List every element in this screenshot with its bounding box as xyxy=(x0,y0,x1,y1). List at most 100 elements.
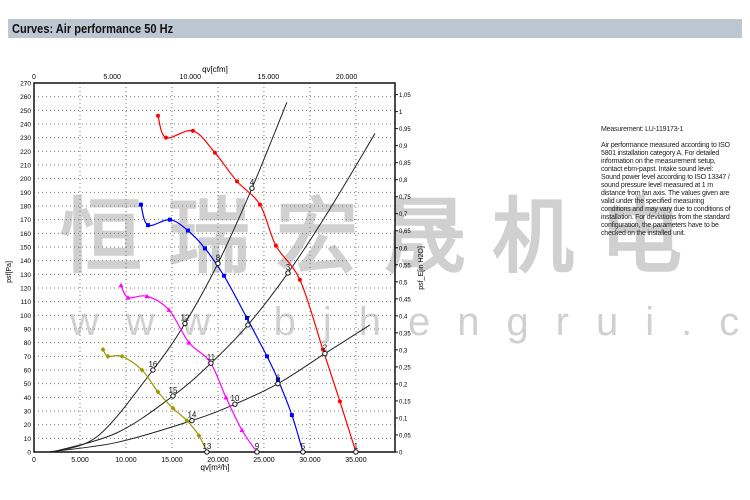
y-tick-label: 60 xyxy=(24,368,32,375)
y-tick-label: 250 xyxy=(20,108,31,115)
y-tick-label: 30 xyxy=(24,409,32,416)
operating-point-label: 13 xyxy=(202,442,211,451)
data-point xyxy=(297,277,302,282)
y2-tick-label: 0 xyxy=(399,451,403,457)
x2-tick-label: 10.000 xyxy=(180,74,202,81)
y2-tick-label: 0,25 xyxy=(399,365,411,371)
plot-frame xyxy=(33,82,396,453)
info-line: 5801 installation category A. For detail… xyxy=(601,150,720,157)
y2-tick-label: 0,65 xyxy=(399,229,411,235)
y2-tick-label: 0,85 xyxy=(399,161,411,167)
data-point xyxy=(257,202,262,207)
x2-tick-label: 0 xyxy=(32,74,36,81)
y-tick-label: 50 xyxy=(24,381,32,388)
y-tick-label: 40 xyxy=(24,395,32,402)
data-point xyxy=(275,377,280,382)
system-curve xyxy=(52,101,288,453)
operating-point xyxy=(322,350,328,357)
axes: 0 5.000 10.000 15.000 20.000 25.000 30.000 35.0… xyxy=(20,74,411,464)
x-axis-label: qv[m³/h] xyxy=(201,463,230,472)
system-curve xyxy=(52,133,376,453)
data-point xyxy=(212,150,217,155)
x-tick-label: 25.000 xyxy=(253,457,275,464)
info-line: installation. For deviations from the st… xyxy=(601,214,730,221)
y2-tick-label: 0,7 xyxy=(399,212,408,218)
measurement-id: Measurement: LU-119173-1 xyxy=(601,126,684,133)
data-point xyxy=(289,413,294,418)
y2-tick-label: 0,1 xyxy=(399,416,408,422)
operating-point-label: 7 xyxy=(246,315,251,324)
data-point xyxy=(105,353,111,359)
data-point xyxy=(221,273,226,278)
y2-tick-label: 0,35 xyxy=(399,331,411,337)
y-tick-label: 140 xyxy=(20,258,31,265)
info-line: Air performance measured according to IS… xyxy=(601,142,730,149)
y-tick-label: 260 xyxy=(20,94,31,101)
x-tick-label: 0 xyxy=(32,457,36,464)
y-tick-label: 180 xyxy=(20,204,31,211)
info-line: sound pressure level measured at 1 m xyxy=(601,182,713,189)
operating-point-label: 8 xyxy=(216,253,221,262)
y-tick-label: 220 xyxy=(20,149,31,156)
info-line: conditions and may vary due to condition… xyxy=(601,206,731,213)
y-tick-label: 90 xyxy=(24,327,32,334)
y-tick-label: 20 xyxy=(24,422,32,429)
x-tick-label: 5.000 xyxy=(71,457,89,464)
operating-point-label: 4 xyxy=(250,178,255,187)
data-point xyxy=(144,293,150,299)
data-point xyxy=(196,433,202,439)
operating-point-label: 14 xyxy=(187,411,196,420)
y2-tick-label: 0,4 xyxy=(399,314,408,320)
y-tick-label: 170 xyxy=(20,217,31,224)
data-point xyxy=(223,394,229,400)
section-header: Curves: Air performance 50 Hz xyxy=(8,19,742,38)
y-tick-label: 240 xyxy=(20,122,31,129)
y2-tick-label: 0,9 xyxy=(399,144,408,150)
data-point xyxy=(320,347,325,352)
section-title: Curves: Air performance 50 Hz xyxy=(12,21,174,36)
y-tick-label: 190 xyxy=(20,190,31,197)
y2-tick-label: 1 xyxy=(399,110,403,116)
data-point xyxy=(155,389,161,395)
operating-point xyxy=(300,449,306,455)
data-point xyxy=(337,399,342,404)
y-tick-label: 70 xyxy=(24,354,32,361)
operating-point xyxy=(254,449,260,455)
data-point xyxy=(239,427,245,433)
operating-point xyxy=(204,449,210,455)
fan-curve xyxy=(140,204,304,453)
operating-point xyxy=(249,185,255,191)
data-point xyxy=(163,135,168,140)
y-tick-label: 160 xyxy=(20,231,31,238)
y2-tick-label: 0,6 xyxy=(399,246,408,252)
x-tick-label: 35.000 xyxy=(345,457,367,464)
y-tick-label: 120 xyxy=(20,286,31,293)
data-point xyxy=(273,243,278,248)
operating-point xyxy=(215,260,221,267)
data-point xyxy=(155,113,160,118)
y-tick-label: 210 xyxy=(20,163,31,170)
data-point xyxy=(145,223,150,228)
y-tick-label: 270 xyxy=(20,81,31,88)
y2-tick-label: 0,45 xyxy=(399,297,411,303)
data-point xyxy=(184,418,190,424)
y-tick-label: 0 xyxy=(27,450,31,457)
y2-tick-label: 0,8 xyxy=(399,178,408,184)
x-tick-label: 10.000 xyxy=(115,457,137,464)
operating-point-label: 2 xyxy=(323,344,328,353)
y-tick-label: 110 xyxy=(21,299,32,306)
data-point xyxy=(185,228,190,233)
y2-tick-label: 0,75 xyxy=(399,195,411,201)
data-point xyxy=(167,217,172,222)
y2-axis-label: psf_E[in H2O] xyxy=(418,246,425,290)
data-point xyxy=(234,179,239,184)
data-point xyxy=(186,340,192,345)
y2-tick-label: 0,3 xyxy=(399,348,408,354)
info-line: configuration, the parameters have to be xyxy=(601,222,719,229)
data-point xyxy=(118,282,124,288)
y-tick-label: 130 xyxy=(20,272,31,279)
y2-tick-label: 0,15 xyxy=(399,399,411,405)
operating-point xyxy=(182,320,188,327)
y-tick-label: 100 xyxy=(20,313,31,320)
